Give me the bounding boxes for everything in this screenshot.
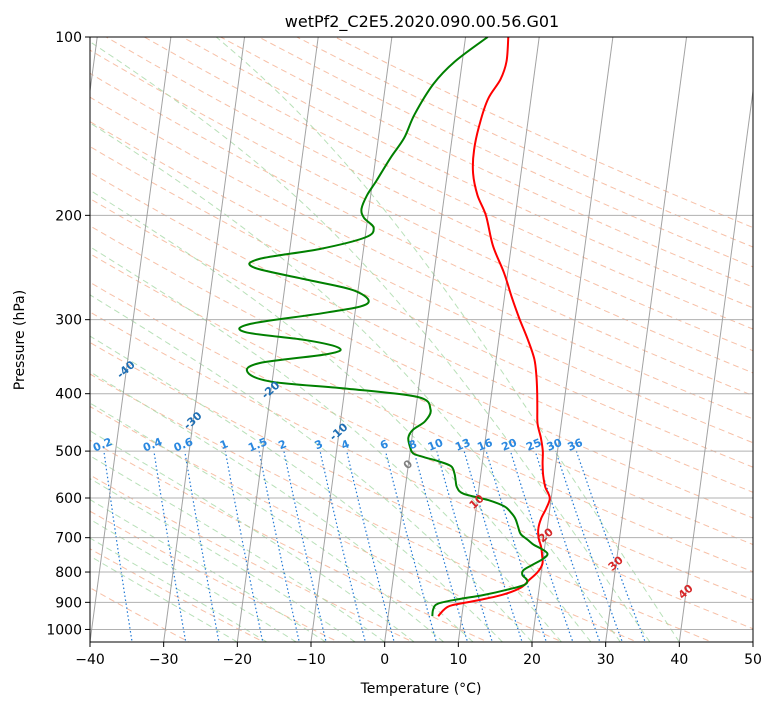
- x-tick-label: 30: [597, 652, 615, 668]
- sounding-profiles: [238, 37, 551, 617]
- x-axis-title: Temperature (°C): [360, 681, 482, 697]
- mixing-ratio-line: [319, 450, 366, 642]
- mixing-ratio-label: 3: [313, 437, 325, 452]
- x-tick-label: 10: [449, 652, 467, 668]
- dry-adiabat: [90, 198, 753, 519]
- mixing-ratio-line: [283, 450, 327, 642]
- y-tick-label: 800: [55, 565, 82, 581]
- moist-adiabat: [90, 537, 268, 642]
- y-tick-label: 600: [55, 491, 82, 507]
- y-tick-label: 500: [55, 444, 82, 460]
- moist-adiabat: [90, 371, 474, 642]
- y-tick-label: 400: [55, 387, 82, 403]
- x-tick-label: −10: [296, 652, 326, 668]
- x-tick-label: 40: [670, 652, 688, 668]
- mixing-ratio-label: 16: [475, 436, 494, 454]
- y-tick-label: 200: [55, 208, 82, 224]
- dry-adiabat: [90, 373, 639, 642]
- mixing-ratio-label: 8: [407, 437, 419, 452]
- mixing-ratio-line: [555, 450, 624, 642]
- dewpoint-profile: [238, 37, 549, 617]
- isotherm-line: [457, 37, 540, 642]
- dry-adiabat: [90, 225, 753, 546]
- mixing-ratio-label: 30: [545, 436, 564, 454]
- mixing-ratio-label: 2: [277, 437, 289, 452]
- dry-adiabat: [90, 474, 415, 642]
- pressure-grid: [90, 37, 753, 630]
- moist-adiabat: [90, 478, 356, 642]
- mixing-ratio-line: [534, 450, 601, 642]
- mixing-ratio-line: [463, 450, 523, 642]
- mixing-ratio-line: [509, 450, 574, 642]
- dry-adiabat: [90, 146, 753, 468]
- mixing-ratio-line: [258, 450, 300, 642]
- moist-adiabat: [90, 41, 651, 642]
- isotherm-line: [678, 87, 753, 642]
- y-axis-title: Pressure (hPa): [12, 290, 28, 390]
- x-tick-label: 50: [744, 652, 762, 668]
- mixing-ratio-label: 36: [566, 436, 585, 454]
- x-tick-label: 0: [380, 652, 389, 668]
- mixing-ratio-label: 13: [453, 436, 472, 454]
- isotherm-line: [310, 37, 393, 642]
- mixing-ratio-label: 1: [218, 437, 230, 452]
- mixing-ratio-line: [153, 451, 187, 642]
- mixing-ratio-line: [436, 450, 493, 642]
- mixing-ratio-line: [346, 450, 395, 642]
- dry-adiabat: [90, 341, 714, 642]
- y-tick-label: 100: [55, 30, 82, 46]
- axes: −40 −30 −20 −10 0 10 20 30 40 50 100 200 300 400 500 60…: [46, 30, 762, 668]
- moist-adiabat: [90, 189, 592, 642]
- isotherm-line: [384, 37, 467, 642]
- moist-adiabat: [90, 246, 562, 642]
- mixing-ratio-line: [184, 450, 220, 642]
- y-tick-label: 900: [55, 595, 82, 611]
- isoline-labels: 0.10.20.40.611.52346810131620253036-100-…: [91, 358, 696, 602]
- chart-title: wetPf2_C2E5.2020.090.00.56.G01: [285, 12, 559, 32]
- dry-adiabat: [182, 37, 753, 309]
- moist-adiabat: [90, 555, 238, 642]
- isotherm-line: [531, 37, 614, 642]
- background-lines: [90, 37, 753, 642]
- moist-adiabat: [90, 402, 444, 642]
- mixing-ratio-line: [384, 450, 438, 642]
- dry-adiabat: [90, 72, 753, 397]
- dry-adiabat: [90, 121, 753, 444]
- isotherm-lines: [90, 37, 753, 642]
- moist-adiabat: [90, 455, 385, 642]
- y-tick-label: 300: [55, 313, 82, 329]
- mixing-ratio-label: 10: [426, 436, 445, 454]
- moist-adiabat: [215, 37, 680, 642]
- x-tick-label: −40: [75, 652, 105, 668]
- dry-adiabat: [144, 37, 753, 330]
- x-tick-label: −20: [223, 652, 253, 668]
- x-tick-label: −30: [149, 652, 179, 668]
- x-tick-label: 20: [523, 652, 541, 668]
- moist-adiabat: [90, 122, 621, 642]
- plot-frame: [89, 36, 754, 643]
- isotherm-line: [163, 37, 246, 642]
- y-tick-label: 700: [55, 531, 82, 547]
- mixing-ratio-line: [485, 450, 547, 642]
- isotherm-line: [605, 37, 688, 642]
- isotherm-line: [236, 37, 319, 642]
- y-tick-label: 1000: [46, 622, 82, 638]
- mixing-ratio-label: 25: [524, 436, 543, 454]
- mixing-ratio-label: 20: [500, 436, 519, 454]
- dry-adiabat: [90, 49, 753, 374]
- moist-adiabat: [90, 518, 297, 642]
- dry-adiabat: [90, 281, 753, 601]
- temperature-profile: [437, 37, 551, 617]
- dry-adiabat: [90, 253, 753, 573]
- isotherm-line: [90, 37, 172, 642]
- mixing-ratio-line: [575, 450, 646, 642]
- moist-adiabat: [90, 294, 533, 642]
